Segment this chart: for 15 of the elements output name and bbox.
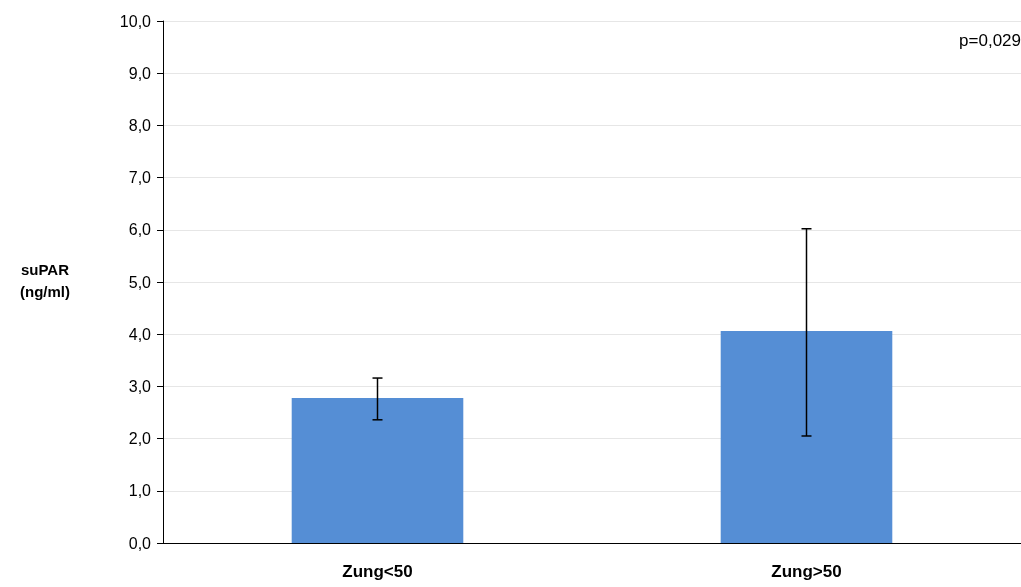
- y-tick-label: 10,0: [119, 12, 152, 30]
- y-tick-label: 8,0: [128, 116, 152, 134]
- y-tick-label: 1,0: [128, 482, 152, 500]
- y-tick-label: 9,0: [128, 64, 152, 82]
- y-tick-label: 5,0: [128, 273, 152, 291]
- y-tick-label: 7,0: [128, 169, 152, 187]
- y-tick-label: 4,0: [128, 325, 152, 343]
- y-axis-title: suPAR (ng/ml): [19, 260, 70, 300]
- x-tick-label: Zung<50: [342, 562, 413, 581]
- x-tick-label: Zung>50: [771, 562, 842, 581]
- y-tick-label: 2,0: [128, 430, 152, 448]
- y-tick-label: 3,0: [128, 377, 152, 395]
- y-tick-label: 0,0: [128, 534, 152, 552]
- annotation: p=0,029: [959, 31, 1021, 50]
- y-tick-label: 6,0: [128, 221, 152, 239]
